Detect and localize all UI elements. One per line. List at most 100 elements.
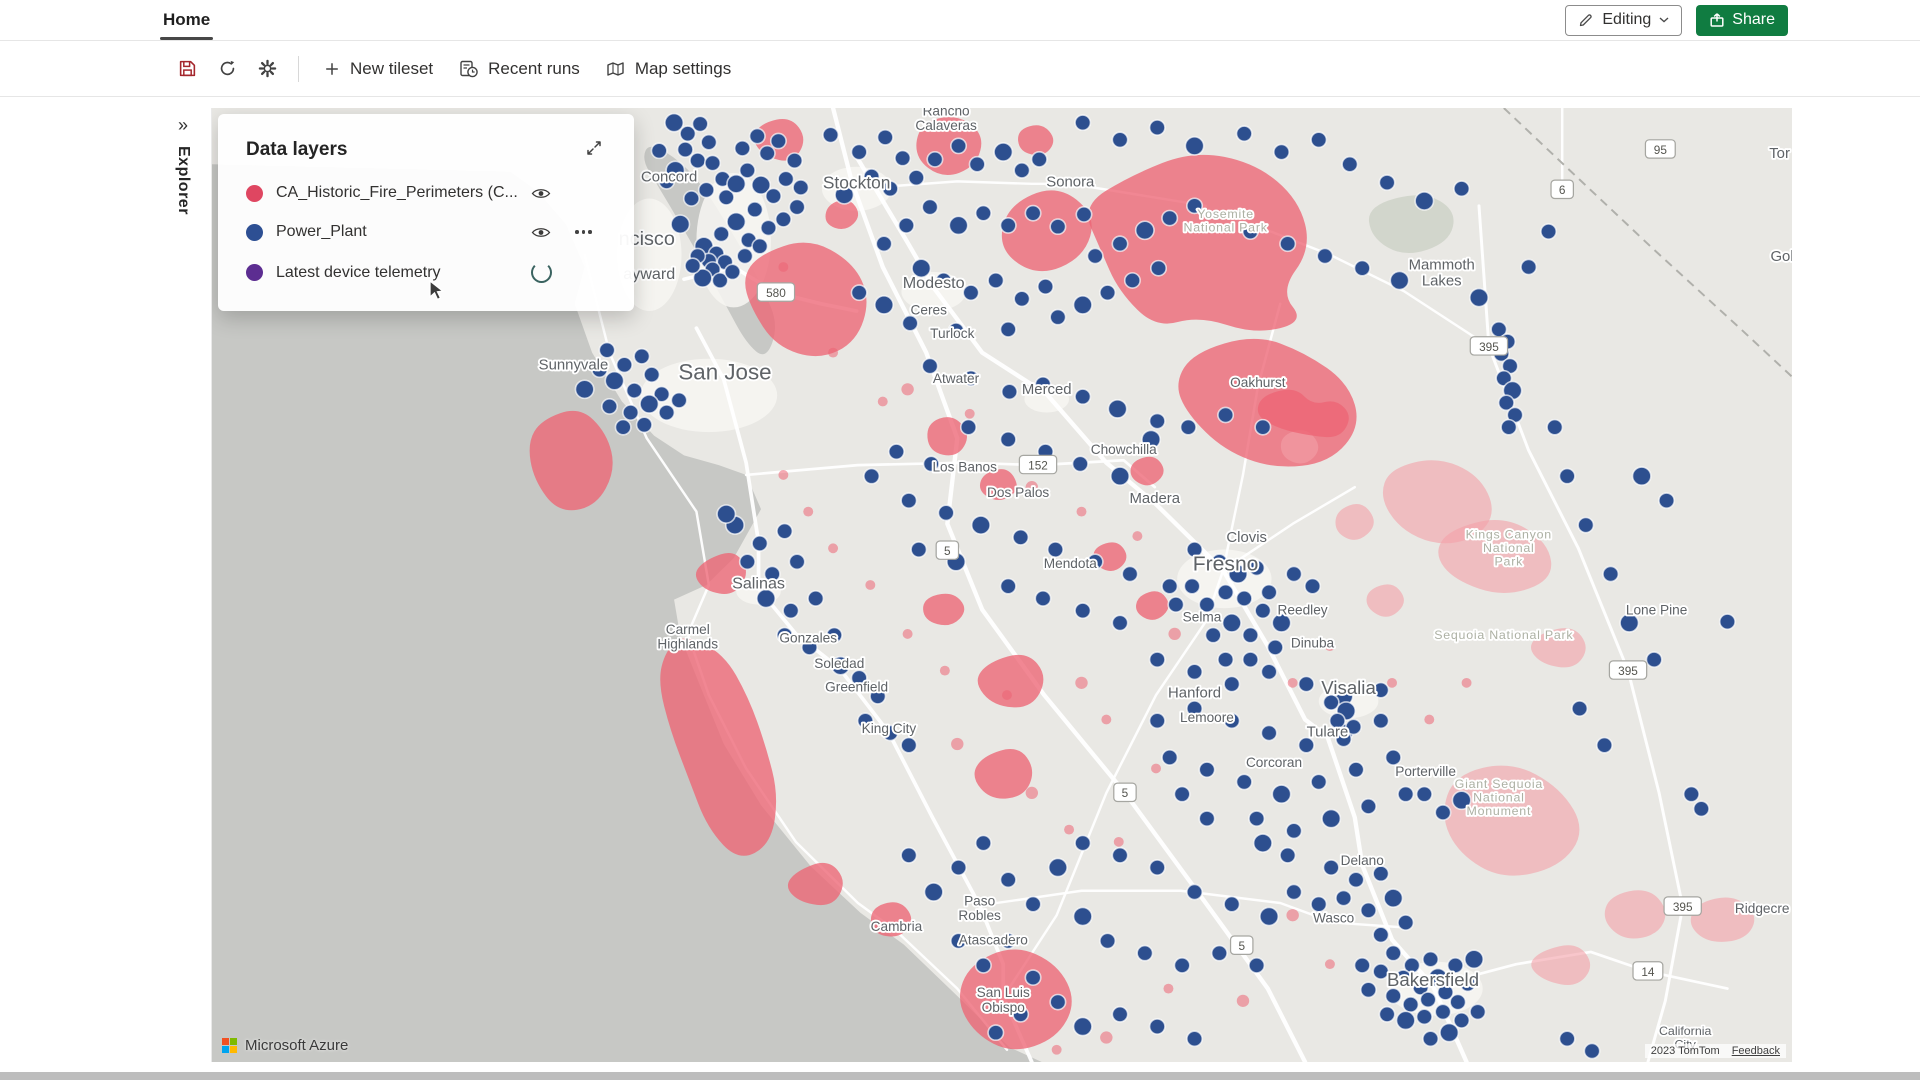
svg-text:395: 395 bbox=[1479, 341, 1499, 354]
feedback-link[interactable]: Feedback bbox=[1731, 1045, 1780, 1057]
svg-text:Monument: Monument bbox=[1467, 804, 1532, 818]
svg-text:Gol: Gol bbox=[1770, 249, 1792, 265]
svg-text:Robles: Robles bbox=[958, 908, 1001, 923]
svg-text:Yosemite: Yosemite bbox=[1197, 207, 1254, 221]
svg-text:580: 580 bbox=[766, 287, 786, 300]
svg-text:Fresno: Fresno bbox=[1193, 552, 1259, 575]
layer-color-swatch bbox=[246, 264, 263, 281]
svg-text:Wasco: Wasco bbox=[1313, 911, 1354, 926]
microsoft-logo-icon bbox=[222, 1038, 237, 1053]
layer-visibility-toggle[interactable] bbox=[529, 185, 553, 202]
svg-text:Delano: Delano bbox=[1341, 853, 1384, 868]
svg-text:152: 152 bbox=[1028, 459, 1048, 472]
svg-text:Los Banos: Los Banos bbox=[932, 459, 997, 474]
map-settings-icon bbox=[607, 61, 624, 76]
svg-text:Chowchilla: Chowchilla bbox=[1091, 442, 1157, 457]
map-settings-button[interactable]: Map settings bbox=[594, 50, 743, 88]
expand-explorer-button[interactable]: » bbox=[178, 116, 188, 134]
data-layers-panel: Data layers CA_Historic_ bbox=[218, 114, 634, 311]
layer-row-device-telemetry[interactable]: Latest device telemetry bbox=[246, 262, 606, 283]
layer-row-fire-perimeters[interactable]: CA_Historic_Fire_Perimeters (C... bbox=[246, 184, 606, 202]
layer-row-power-plant[interactable]: Power_Plant bbox=[246, 223, 606, 241]
svg-text:Park: Park bbox=[1495, 555, 1524, 569]
svg-text:Oakhurst: Oakhurst bbox=[1230, 375, 1286, 390]
layer-name: Latest device telemetry bbox=[276, 263, 441, 281]
svg-text:Concord: Concord bbox=[641, 169, 697, 185]
svg-text:5: 5 bbox=[1238, 940, 1245, 953]
eye-icon bbox=[531, 188, 551, 198]
editing-label: Editing bbox=[1602, 11, 1652, 28]
layer-name: CA_Historic_Fire_Perimeters (C... bbox=[276, 184, 518, 201]
share-button[interactable]: Share bbox=[1696, 4, 1788, 36]
layer-visibility-toggle[interactable] bbox=[529, 224, 553, 241]
svg-text:Kings Canyon: Kings Canyon bbox=[1466, 528, 1552, 542]
svg-text:Mammoth: Mammoth bbox=[1409, 258, 1475, 274]
svg-text:Ceres: Ceres bbox=[911, 303, 948, 318]
collapse-panel-button[interactable] bbox=[582, 136, 606, 163]
svg-text:Porterville: Porterville bbox=[1395, 764, 1456, 779]
collapse-diagonal-icon bbox=[587, 141, 601, 155]
chevron-down-icon bbox=[1659, 17, 1669, 23]
tab-home[interactable]: Home bbox=[160, 0, 214, 40]
svg-text:Obispo: Obispo bbox=[982, 1000, 1025, 1015]
svg-text:Dinuba: Dinuba bbox=[1291, 635, 1335, 650]
copyright-label: 2023 TomTom bbox=[1650, 1045, 1720, 1057]
svg-text:National Park: National Park bbox=[1183, 221, 1267, 235]
bottom-strip bbox=[0, 1072, 1920, 1080]
save-button[interactable] bbox=[168, 50, 206, 88]
top-bar-actions: Editing Share bbox=[1565, 0, 1788, 40]
svg-text:Giant Sequoia: Giant Sequoia bbox=[1455, 777, 1543, 791]
refresh-button[interactable] bbox=[208, 50, 246, 88]
recent-runs-label: Recent runs bbox=[488, 58, 580, 78]
svg-text:Calaveras: Calaveras bbox=[915, 118, 977, 133]
share-label: Share bbox=[1732, 11, 1775, 28]
refresh-icon bbox=[220, 60, 234, 76]
svg-text:San Jose: San Jose bbox=[678, 360, 771, 385]
svg-text:National: National bbox=[1473, 791, 1524, 805]
svg-text:Turlock: Turlock bbox=[930, 326, 974, 341]
svg-text:Soledad: Soledad bbox=[814, 656, 864, 671]
layer-more-options-button[interactable] bbox=[570, 225, 597, 239]
explorer-label: Explorer bbox=[175, 146, 192, 215]
svg-text:Modesto: Modesto bbox=[903, 274, 965, 292]
svg-text:Hanford: Hanford bbox=[1168, 686, 1221, 702]
toolbar-divider bbox=[298, 55, 299, 82]
layer-name: Power_Plant bbox=[276, 223, 367, 240]
svg-text:King City: King City bbox=[862, 721, 917, 736]
explorer-panel-collapsed: » Explorer bbox=[155, 108, 212, 1062]
main-area: » Explorer 580 152 5 5 5 395 395 395 14 6 95 Yosemi… bbox=[0, 97, 1920, 1072]
new-tileset-button[interactable]: New tileset bbox=[311, 50, 445, 88]
svg-text:Stockton: Stockton bbox=[823, 173, 891, 193]
layer-color-swatch bbox=[246, 184, 263, 202]
ellipsis-icon bbox=[575, 230, 579, 234]
map-copyright: 2023 TomTom Feedback bbox=[1644, 1044, 1786, 1058]
svg-text:Mendota: Mendota bbox=[1044, 556, 1098, 571]
settings-button[interactable] bbox=[248, 50, 286, 88]
svg-text:Bakersfield: Bakersfield bbox=[1387, 969, 1479, 990]
double-chevron-right-icon: » bbox=[177, 115, 188, 135]
svg-text:California: California bbox=[1659, 1024, 1712, 1038]
svg-text:San Luis: San Luis bbox=[977, 985, 1030, 1000]
svg-text:Lakes: Lakes bbox=[1422, 273, 1462, 289]
svg-text:Salinas: Salinas bbox=[732, 575, 785, 593]
map-canvas[interactable]: 580 152 5 5 5 395 395 395 14 6 95 Yosemite National … bbox=[212, 108, 1792, 1062]
svg-text:Tulare: Tulare bbox=[1307, 725, 1349, 741]
data-layers-title: Data layers bbox=[246, 138, 348, 160]
top-bar: Home Editing Share bbox=[0, 0, 1920, 41]
svg-text:National: National bbox=[1483, 541, 1534, 555]
svg-text:Gonzales: Gonzales bbox=[779, 631, 837, 646]
editing-dropdown[interactable]: Editing bbox=[1565, 4, 1683, 36]
svg-text:95: 95 bbox=[1654, 144, 1668, 157]
svg-text:Greenfield: Greenfield bbox=[825, 680, 888, 695]
toolbar: New tileset Recent runs Map settings bbox=[0, 41, 1920, 97]
svg-text:Cambria: Cambria bbox=[871, 919, 923, 934]
svg-text:Selma: Selma bbox=[1183, 610, 1222, 625]
svg-text:Sonora: Sonora bbox=[1046, 174, 1095, 190]
svg-text:Corcoran: Corcoran bbox=[1246, 755, 1302, 770]
svg-text:14: 14 bbox=[1641, 966, 1655, 979]
recent-runs-button[interactable]: Recent runs bbox=[447, 50, 592, 88]
svg-text:5: 5 bbox=[944, 545, 951, 558]
map-settings-label: Map settings bbox=[634, 58, 732, 78]
svg-text:Atwater: Atwater bbox=[933, 371, 980, 386]
